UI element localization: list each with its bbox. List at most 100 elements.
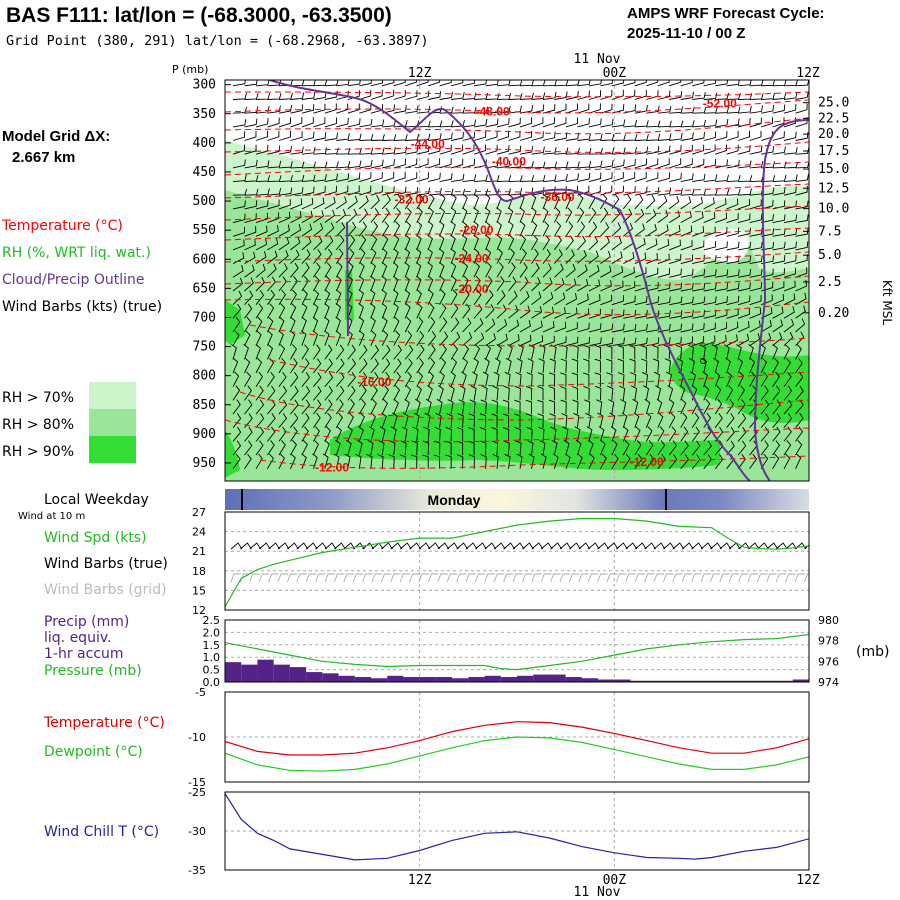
wind-barb bbox=[278, 175, 293, 183]
wind-barb bbox=[473, 144, 487, 155]
wind-barb-grid bbox=[766, 573, 777, 583]
wind-barb bbox=[370, 221, 379, 237]
wind-barb bbox=[749, 281, 763, 292]
wind-barb bbox=[726, 413, 735, 428]
wind-barb bbox=[634, 426, 641, 442]
wind-barb bbox=[427, 261, 433, 278]
precip-bar bbox=[695, 680, 712, 682]
wind-barb bbox=[485, 318, 496, 333]
wind-barb bbox=[427, 357, 436, 374]
wind-barb bbox=[669, 296, 683, 306]
pressure-tick-label: 350 bbox=[193, 107, 216, 122]
wind-barb bbox=[554, 235, 562, 251]
wind-barb bbox=[507, 207, 514, 223]
windchill-line bbox=[225, 793, 809, 861]
wind-barb bbox=[278, 224, 290, 237]
top-time-label: 00Z bbox=[603, 66, 627, 81]
wind-barb bbox=[278, 344, 286, 360]
temp-panel-frame bbox=[224, 691, 810, 783]
wind-barb bbox=[267, 413, 276, 428]
wind-barb bbox=[382, 171, 395, 183]
wind-barb bbox=[393, 134, 408, 141]
wind-barb bbox=[749, 160, 764, 169]
main-frame bbox=[224, 79, 810, 482]
wind-barb bbox=[634, 310, 648, 319]
wind-barb bbox=[795, 453, 802, 469]
wind-barb-true bbox=[606, 542, 619, 550]
wind-barb bbox=[450, 344, 459, 360]
wind-barb bbox=[367, 440, 374, 456]
wind-barb bbox=[496, 207, 502, 223]
wind-barb bbox=[611, 236, 622, 251]
pressure-tick-label: 974 bbox=[818, 676, 839, 689]
wind-barb bbox=[772, 413, 781, 428]
wind-barb bbox=[346, 303, 353, 319]
wind-barb bbox=[623, 252, 635, 264]
wind-barb bbox=[645, 440, 654, 456]
cloud-outline bbox=[346, 221, 349, 337]
wind-barb bbox=[749, 105, 763, 114]
wind-barb bbox=[531, 174, 546, 183]
wind-barb bbox=[427, 289, 434, 305]
top-time-label: 12Z bbox=[408, 66, 432, 81]
wind-barb-true bbox=[597, 542, 609, 550]
wind-barb bbox=[634, 171, 647, 183]
wind-barb bbox=[565, 103, 578, 114]
wind-barb bbox=[450, 357, 458, 374]
wind-barb-true bbox=[757, 542, 769, 550]
wind-barb-true bbox=[446, 542, 459, 550]
wind-barb bbox=[519, 104, 534, 114]
wind-barb bbox=[554, 147, 569, 155]
wind-barb bbox=[623, 80, 636, 87]
wind-barb bbox=[680, 240, 693, 251]
bottom-date-label: 11 Nov bbox=[574, 885, 621, 900]
wind-barb bbox=[738, 80, 752, 87]
wind-barb bbox=[783, 131, 797, 141]
wind-barb bbox=[405, 105, 419, 114]
wind-barb bbox=[382, 159, 395, 169]
wind-barb bbox=[646, 172, 659, 183]
wind-barb bbox=[313, 132, 327, 141]
wind-barb bbox=[586, 426, 593, 442]
precip-panel-frame bbox=[224, 619, 810, 683]
wind-barb bbox=[473, 261, 480, 278]
wind-barb-grid bbox=[418, 573, 429, 583]
wind-barb bbox=[657, 90, 671, 100]
wind-barb bbox=[600, 236, 610, 251]
wind-barb bbox=[691, 440, 701, 456]
wind-barb bbox=[795, 91, 809, 100]
wind-barb bbox=[471, 371, 478, 387]
wind-barb bbox=[278, 371, 287, 387]
wind-barb bbox=[600, 172, 613, 183]
wind-barb bbox=[669, 120, 684, 128]
temperature-line bbox=[225, 721, 809, 756]
wind-barb bbox=[611, 89, 624, 100]
wind-barb bbox=[290, 413, 299, 428]
wind-barb bbox=[726, 159, 740, 169]
wind-barb-true bbox=[240, 542, 252, 550]
wind-barb bbox=[600, 133, 615, 141]
wind-barb bbox=[795, 385, 804, 401]
wind-barb-grid bbox=[268, 573, 279, 583]
wind-barb-true bbox=[681, 542, 694, 550]
wind-barb-true bbox=[409, 542, 421, 550]
wind-barb bbox=[347, 103, 360, 114]
windchill-tick-label: -35 bbox=[188, 864, 206, 877]
wind-barb bbox=[711, 344, 718, 360]
wind-barb bbox=[393, 104, 407, 114]
wind-barb bbox=[577, 185, 590, 196]
wind-barb bbox=[290, 174, 305, 183]
wind-barb bbox=[680, 144, 693, 155]
wind-barb bbox=[542, 91, 557, 100]
wind-barb bbox=[496, 290, 506, 305]
pressure-label: Pressure (mb) bbox=[44, 663, 142, 679]
wind-barb bbox=[473, 131, 487, 141]
bottom-time-label: 12Z bbox=[408, 873, 432, 888]
wind-barb bbox=[313, 117, 326, 128]
wind-barb bbox=[600, 103, 613, 114]
wind-barb bbox=[480, 399, 487, 415]
wind-barb bbox=[634, 104, 648, 114]
wind-barb bbox=[539, 440, 546, 456]
wind-barb bbox=[502, 413, 509, 428]
